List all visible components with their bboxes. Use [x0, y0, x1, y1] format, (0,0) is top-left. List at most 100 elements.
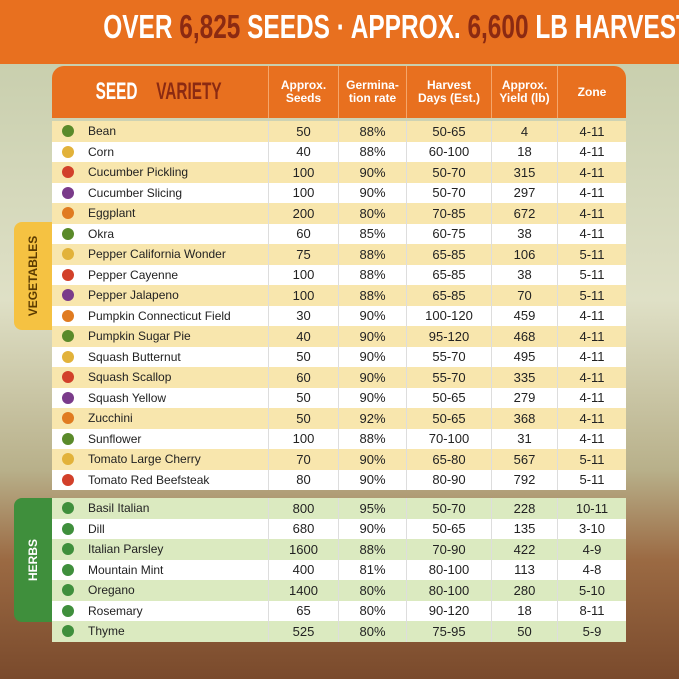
table-cell: 70	[491, 285, 557, 306]
table-row: Tomato Red Beefsteak 80 90% 80-90 792 5-11	[52, 469, 626, 490]
icon	[62, 309, 74, 322]
table-cell: 100	[268, 285, 338, 306]
table-cell: 495	[491, 346, 557, 367]
variety-cell: Sunflower	[52, 429, 268, 450]
table-cell: 88%	[338, 539, 406, 560]
table-row: Rosemary 65 80% 90-120 18 8-11	[52, 600, 626, 621]
table-cell: 4-11	[557, 162, 626, 183]
table-cell: 60	[268, 223, 338, 244]
icon	[62, 289, 74, 302]
variety-cell: Thyme	[52, 621, 268, 642]
table-cell: 90-120	[406, 600, 491, 621]
table-cell: 90%	[338, 326, 406, 347]
table-cell: 80%	[338, 600, 406, 621]
table-cell: 85%	[338, 223, 406, 244]
table-row: Corn 40 88% 60-100 18 4-11	[52, 141, 626, 162]
table-cell: 1400	[268, 580, 338, 601]
table-cell: 70-90	[406, 539, 491, 560]
table-cell: 106	[491, 244, 557, 265]
table-cell: 4-11	[557, 326, 626, 347]
table-cell: 90%	[338, 387, 406, 408]
table-cell: 525	[268, 621, 338, 642]
table-cell: 280	[491, 580, 557, 601]
table-cell: 88%	[338, 141, 406, 162]
table-row: Dill 680 90% 50-65 135 3-10	[52, 518, 626, 539]
table-row: Sunflower 100 88% 70-100 31 4-11	[52, 428, 626, 450]
icon	[62, 502, 74, 515]
table-cell: 368	[491, 408, 557, 429]
icon	[62, 522, 74, 535]
table-row: Thyme 525 80% 75-95 50 5-9	[52, 621, 626, 642]
table-cell: 90%	[338, 449, 406, 470]
table-cell: 800	[268, 498, 338, 519]
column-header: Germina-tion rate	[338, 66, 406, 118]
icon	[62, 473, 74, 486]
variety-name: Oregano	[88, 583, 135, 598]
table-cell: 50-65	[406, 518, 491, 539]
table-cell: 4-11	[557, 223, 626, 244]
table-cell: 113	[491, 559, 557, 580]
table-cell: 55-70	[406, 346, 491, 367]
variety-name: Pepper Cayenne	[88, 267, 179, 282]
variety-name: Rosemary	[88, 603, 143, 618]
icon	[62, 186, 74, 199]
variety-name: Okra	[88, 226, 115, 241]
icon	[62, 453, 74, 466]
table-cell: 4	[491, 121, 557, 142]
variety-cell: Bean	[52, 121, 268, 142]
table-cell: 90%	[338, 182, 406, 203]
table-cell: 88%	[338, 285, 406, 306]
table-cell: 60-100	[406, 141, 491, 162]
variety-name: Tomato Red Beefsteak	[88, 472, 210, 487]
icon	[62, 625, 74, 638]
table-cell: 88%	[338, 264, 406, 285]
table-row: Tomato Large Cherry 70 90% 65-80 567 5-11	[52, 449, 626, 470]
group-tab: HERBS	[14, 498, 52, 622]
table-cell: 90%	[338, 305, 406, 326]
table-cell: 88%	[338, 121, 406, 142]
table-cell: 31	[491, 428, 557, 449]
variety-name: Squash Scallop	[88, 370, 172, 385]
table-cell: 4-11	[557, 408, 626, 429]
table-cell: 81%	[338, 559, 406, 580]
table-cell: 65	[268, 600, 338, 621]
table-cell: 335	[491, 367, 557, 388]
icon	[62, 350, 74, 363]
variety-cell: Mountain Mint	[52, 560, 268, 581]
table-cell: 90%	[338, 162, 406, 183]
title-part: SEEDS · APPROX.	[247, 8, 461, 45]
variety-cell: Zucchini	[52, 408, 268, 429]
table-cell: 8-11	[557, 600, 626, 621]
table-cell: 70-85	[406, 203, 491, 224]
table-row: Squash Butternut 50 90% 55-70 495 4-11	[52, 346, 626, 367]
table-cell: 50-70	[406, 182, 491, 203]
variety-name: Bean	[88, 124, 117, 139]
variety-name: Cucumber Slicing	[88, 185, 183, 200]
variety-name: Cucumber Pickling	[88, 165, 189, 180]
title: OVER 6,825 SEEDS · APPROX. 6,600 LB HARV…	[0, 8, 679, 46]
variety-name: Tomato Large Cherry	[88, 452, 201, 467]
table-cell: 38	[491, 264, 557, 285]
icon	[62, 330, 74, 343]
table-cell: 100	[268, 428, 338, 449]
variety-name: Thyme	[88, 624, 125, 639]
table-cell: 100-120	[406, 305, 491, 326]
table-cell: 459	[491, 305, 557, 326]
table-cell: 90%	[338, 367, 406, 388]
table-cell: 50	[268, 346, 338, 367]
variety-name: Squash Butternut	[88, 349, 181, 364]
table-cell: 80-100	[406, 559, 491, 580]
table-cell: 65-85	[406, 285, 491, 306]
variety-cell: Cucumber Pickling	[52, 162, 268, 183]
table-cell: 40	[268, 326, 338, 347]
table-row: Cucumber Pickling 100 90% 50-70 315 4-11	[52, 162, 626, 183]
table-cell: 10-11	[557, 498, 626, 519]
table-cell: 18	[491, 141, 557, 162]
table-cell: 4-11	[557, 346, 626, 367]
table-cell: 80%	[338, 203, 406, 224]
variety-cell: Pumpkin Sugar Pie	[52, 326, 268, 347]
table-row: Pepper Cayenne 100 88% 65-85 38 5-11	[52, 264, 626, 285]
icon	[62, 125, 74, 138]
variety-cell: Pumpkin Connecticut Field	[52, 306, 268, 327]
column-header: Approx. Seeds	[268, 66, 338, 118]
